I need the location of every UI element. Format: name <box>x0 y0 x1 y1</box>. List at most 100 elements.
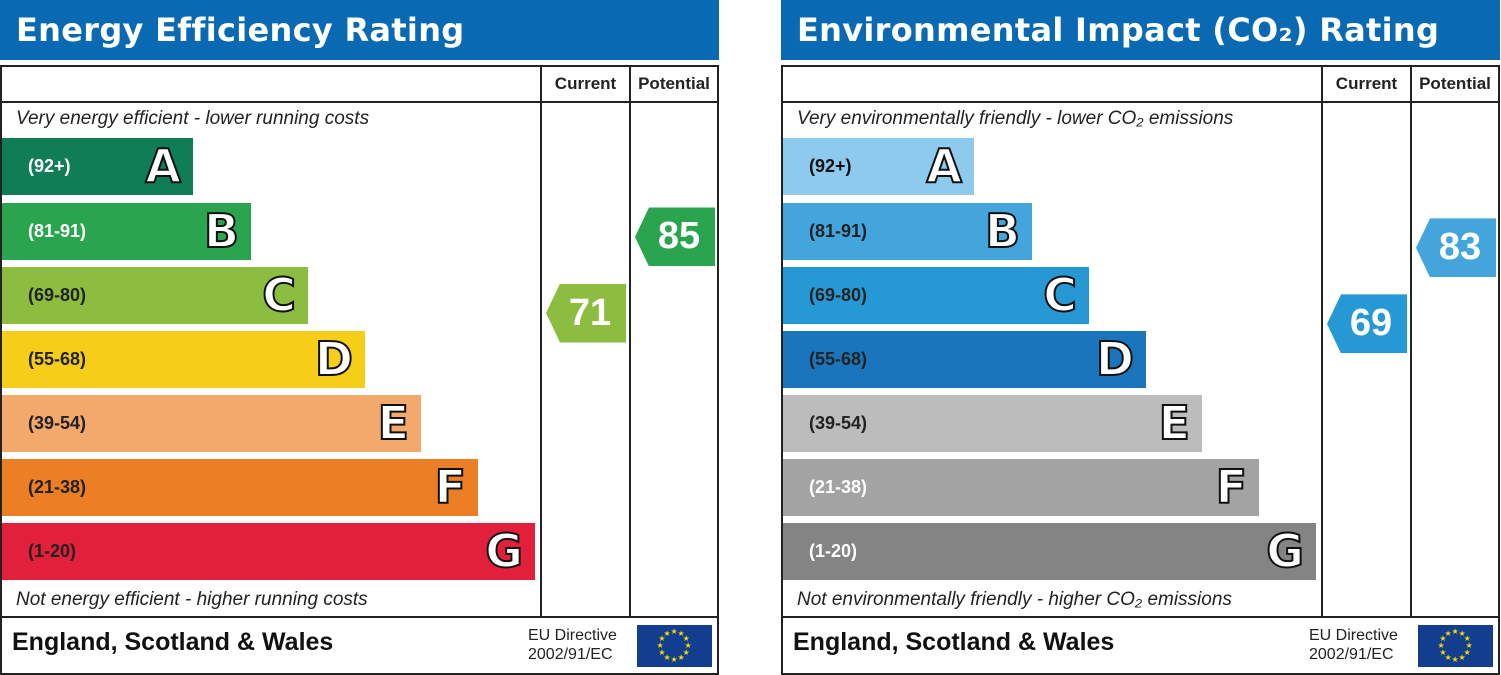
band-letter: F <box>434 459 467 515</box>
rating-band-d: (55-68) D <box>783 331 1146 388</box>
star-icon: ★ <box>670 655 678 664</box>
column-header-current: Current <box>554 74 617 93</box>
current-column-divider <box>1321 65 1323 618</box>
eu-directive-line2: 2002/91/EC <box>528 646 613 663</box>
band-letter: F <box>1215 459 1248 515</box>
rating-band-f: (21-38) F <box>2 459 478 516</box>
rating-band-b: (81-91) B <box>783 203 1032 260</box>
band-letter: G <box>484 523 524 579</box>
band-range: (92+) <box>809 156 852 176</box>
star-icon: ★ <box>677 653 685 663</box>
top-note: Very environmentally friendly - lower CO… <box>797 108 1234 129</box>
star-icon: ★ <box>1458 628 1466 638</box>
header-divider <box>0 101 719 103</box>
star-icon: ★ <box>1439 634 1447 643</box>
band-letter: C <box>261 267 297 323</box>
band-range: (92+) <box>28 156 71 176</box>
rating-band-g: (1-20) G <box>783 523 1316 580</box>
band-range: (69-80) <box>809 285 868 305</box>
star-icon: ★ <box>1451 627 1459 636</box>
star-icon: ★ <box>663 628 671 638</box>
band-letter: E <box>1158 395 1191 451</box>
star-icon: ★ <box>658 648 666 657</box>
band-letter: B <box>984 203 1021 259</box>
band-letter: A <box>144 138 182 194</box>
eu-directive: EU Directive 2002/91/EC <box>528 626 617 664</box>
star-icon: ★ <box>682 648 690 657</box>
header-divider <box>781 101 1500 103</box>
eu-directive: EU Directive 2002/91/EC <box>1309 626 1398 664</box>
column-header-current: Current <box>1335 74 1398 93</box>
chart-title: Energy Efficiency Rating <box>0 0 719 60</box>
potential-rating-arrow: 83 <box>1416 218 1496 278</box>
current-rating-arrow: 71 <box>546 283 626 343</box>
rating-band-d: (55-68) D <box>2 331 365 388</box>
eu-flag-icon: ★ ★ ★ ★ ★ ★ ★ ★ ★ ★ ★ ★ <box>637 625 712 667</box>
current-rating-arrow: 69 <box>1327 294 1407 354</box>
footer-region: England, Scotland & Wales <box>793 628 1115 656</box>
rating-band-a: (92+) A <box>2 138 193 195</box>
column-header-potential: Potential <box>638 74 710 93</box>
rating-band-e: (39-54) E <box>2 395 421 452</box>
band-range: (21-38) <box>809 477 868 497</box>
footer-divider <box>0 616 719 618</box>
star-icon: ★ <box>1458 653 1466 663</box>
rating-band-c: (69-80) C <box>2 267 308 324</box>
band-range: (69-80) <box>28 285 87 305</box>
potential-column-divider <box>629 65 631 618</box>
bottom-note: Not environmentally friendly - higher CO… <box>797 589 1232 610</box>
star-icon: ★ <box>1465 641 1473 650</box>
column-header-potential: Potential <box>1419 74 1491 93</box>
band-letter: B <box>203 203 240 259</box>
star-icon: ★ <box>684 641 692 650</box>
band-range: (39-54) <box>28 413 87 433</box>
star-icon: ★ <box>1437 641 1445 650</box>
eu-directive-line2: 2002/91/EC <box>1309 646 1394 663</box>
band-letter: A <box>925 138 963 194</box>
band-range: (21-38) <box>28 477 87 497</box>
band-letter: D <box>314 331 354 387</box>
eu-directive-line1: EU Directive <box>1309 627 1398 644</box>
footer-region: England, Scotland & Wales <box>12 628 334 656</box>
star-icon: ★ <box>658 634 666 643</box>
star-icon: ★ <box>1439 648 1447 657</box>
rating-band-b: (81-91) B <box>2 203 251 260</box>
rating-band-c: (69-80) C <box>783 267 1089 324</box>
star-icon: ★ <box>1463 634 1471 643</box>
star-icon: ★ <box>670 627 678 636</box>
band-range: (1-20) <box>28 541 77 561</box>
chart-frame <box>0 65 719 675</box>
footer-divider <box>781 616 1500 618</box>
band-letter: G <box>1265 523 1305 579</box>
star-icon: ★ <box>1451 655 1459 664</box>
eu-directive-line1: EU Directive <box>528 627 617 644</box>
potential-rating-arrow: 85 <box>635 207 715 267</box>
star-icon: ★ <box>1444 628 1452 638</box>
band-range: (1-20) <box>809 541 858 561</box>
star-icon: ★ <box>1444 653 1452 663</box>
chart-title: Environmental Impact (CO₂) Rating <box>781 0 1500 60</box>
star-icon: ★ <box>656 641 664 650</box>
star-icon: ★ <box>663 653 671 663</box>
potential-column-divider <box>1410 65 1412 618</box>
top-note: Very energy efficient - lower running co… <box>16 108 370 129</box>
band-range: (81-91) <box>809 221 868 241</box>
eu-flag-icon: ★ ★ ★ ★ ★ ★ ★ ★ ★ ★ ★ ★ <box>1418 625 1493 667</box>
rating-band-a: (92+) A <box>783 138 974 195</box>
band-range: (55-68) <box>28 349 87 369</box>
star-icon: ★ <box>1463 648 1471 657</box>
rating-band-f: (21-38) F <box>783 459 1259 516</box>
band-range: (39-54) <box>809 413 868 433</box>
energy-efficiency-panel: Energy Efficiency Rating Current Potential… <box>0 0 719 675</box>
current-column-divider <box>540 65 542 618</box>
band-range: (55-68) <box>809 349 868 369</box>
band-range: (81-91) <box>28 221 87 241</box>
environmental-impact-panel: Environmental Impact (CO₂) Rating Current… <box>781 0 1500 675</box>
chart-frame <box>781 65 1500 675</box>
rating-band-e: (39-54) E <box>783 395 1202 452</box>
band-letter: D <box>1095 331 1135 387</box>
star-icon: ★ <box>677 628 685 638</box>
band-letter: C <box>1042 267 1078 323</box>
star-icon: ★ <box>682 634 690 643</box>
bottom-note: Not energy efficient - higher running co… <box>16 589 368 610</box>
